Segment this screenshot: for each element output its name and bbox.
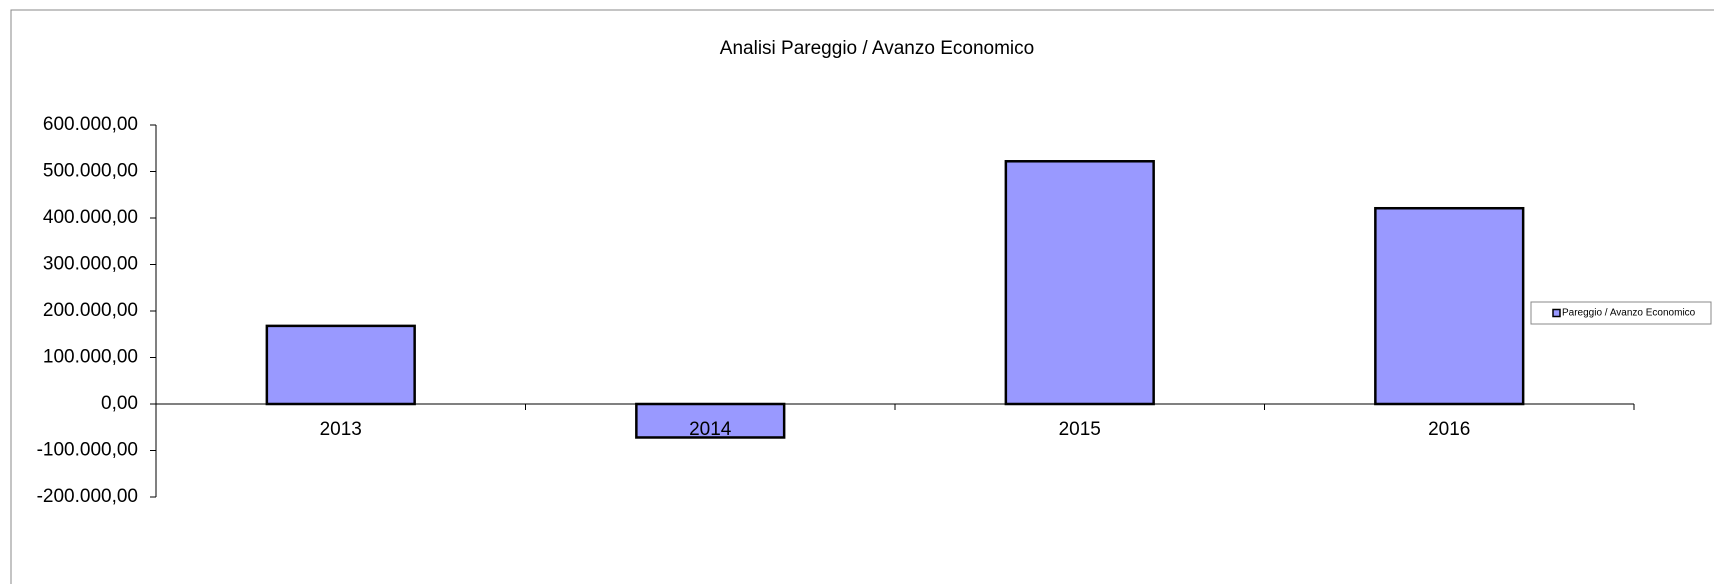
x-tick-label: 2014 [689, 419, 732, 440]
bar [1004, 160, 1155, 406]
x-tick-label: 2016 [1428, 419, 1470, 440]
x-tick-label: 2013 [320, 419, 362, 440]
x-tick-label: 2015 [1059, 419, 1101, 440]
y-tick-label: 600.000,00 [43, 114, 138, 135]
y-tick-label: -100.000,00 [37, 440, 138, 461]
y-tick-label: -200.000,00 [37, 486, 138, 507]
chart-title: Analisi Pareggio / Avanzo Economico [720, 38, 1034, 59]
y-tick-label: 100.000,00 [43, 347, 138, 368]
bar [1374, 206, 1525, 406]
y-tick-label: 400.000,00 [43, 207, 138, 228]
legend-swatch [1552, 308, 1561, 318]
y-tick-label: 300.000,00 [43, 254, 138, 275]
bar [265, 324, 416, 406]
legend-box [1530, 301, 1712, 325]
legend-label: Pareggio / Avanzo Economico [1562, 308, 1696, 319]
y-tick-label: 0,00 [101, 393, 138, 414]
y-tick-label: 500.000,00 [43, 161, 138, 182]
y-tick-label: 200.000,00 [43, 300, 138, 321]
